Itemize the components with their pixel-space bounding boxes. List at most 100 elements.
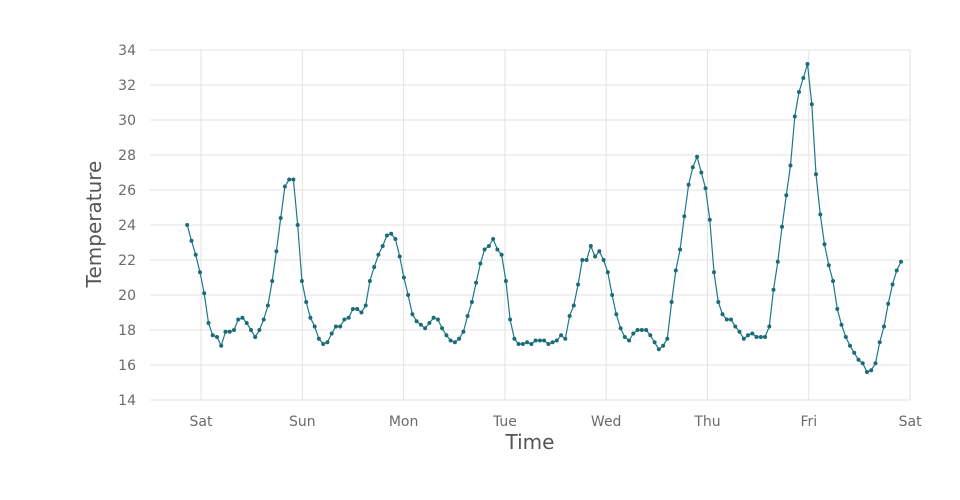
x-tick-label: Sat (190, 414, 213, 430)
data-point (584, 258, 589, 262)
data-point (890, 282, 895, 287)
data-point (206, 321, 211, 325)
data-point (312, 324, 317, 329)
y-tick-label: 22 (118, 253, 136, 269)
data-point (355, 307, 360, 311)
data-point (818, 212, 823, 217)
data-point (350, 307, 355, 311)
data-point (699, 170, 704, 175)
data-point (801, 76, 806, 80)
data-point (265, 303, 270, 308)
data-point (478, 261, 483, 266)
y-tick-label: 24 (118, 218, 136, 234)
data-point (733, 324, 738, 329)
data-point (401, 275, 406, 280)
data-point (499, 252, 504, 257)
data-point (512, 336, 517, 341)
data-point (877, 340, 882, 345)
data-point (223, 329, 228, 334)
data-point (703, 186, 708, 191)
data-point (546, 342, 551, 346)
y-tick-label: 18 (118, 323, 136, 339)
data-point (695, 154, 700, 159)
data-point (440, 326, 445, 331)
data-point (393, 237, 398, 241)
data-point (886, 301, 891, 306)
data-point (554, 338, 559, 343)
data-point (491, 237, 496, 241)
data-point (686, 182, 691, 187)
data-point (601, 258, 606, 262)
gridlines (150, 49, 911, 401)
temperature-line (186, 63, 902, 373)
data-point (529, 342, 534, 346)
series-temperature (185, 62, 903, 374)
y-tick-label: 32 (118, 78, 136, 94)
data-point (724, 317, 729, 322)
data-point (414, 319, 419, 324)
data-point (707, 217, 712, 222)
data-point (376, 252, 381, 257)
data-point (448, 338, 453, 343)
data-point (780, 224, 784, 229)
data-point (682, 214, 687, 219)
data-point (869, 368, 874, 373)
data-point (678, 247, 683, 252)
data-point (571, 303, 576, 308)
data-point (389, 231, 394, 236)
data-point (580, 258, 585, 262)
x-tick-label: Sun (289, 414, 316, 430)
y-tick-label: 30 (118, 113, 136, 129)
data-point (423, 326, 428, 331)
data-point (614, 312, 619, 317)
data-point (763, 335, 767, 339)
data-point (215, 335, 219, 339)
data-point (673, 268, 678, 273)
data-point (321, 342, 326, 346)
y-tick-label: 26 (118, 183, 136, 199)
data-point (244, 321, 249, 325)
data-point (465, 314, 470, 318)
data-point (202, 291, 207, 296)
data-point (240, 315, 245, 320)
data-point (359, 310, 364, 315)
x-axis-title: Time (505, 430, 555, 454)
data-point (618, 326, 623, 331)
data-point (631, 331, 636, 336)
data-point (397, 254, 402, 259)
data-point (253, 335, 258, 339)
data-point (232, 328, 236, 332)
data-point (741, 336, 746, 341)
data-point (236, 317, 241, 322)
data-point (282, 184, 287, 189)
data-point (210, 333, 215, 338)
y-axis-ticks: 14 16 18 20 22 24 26 28 30 32 34 (118, 43, 136, 409)
data-point (852, 350, 857, 355)
x-tick-label: Wed (591, 414, 622, 430)
data-point (550, 340, 555, 345)
data-point (652, 340, 657, 345)
data-point (788, 163, 793, 168)
data-point (767, 324, 772, 329)
data-point (593, 254, 598, 259)
data-point (822, 242, 827, 247)
data-point (333, 324, 338, 329)
data-point (567, 314, 572, 318)
data-point (856, 357, 861, 362)
data-point (563, 336, 568, 341)
data-point (291, 177, 296, 182)
data-point (452, 340, 457, 345)
y-axis-title: Temperature (82, 161, 106, 289)
data-point (474, 280, 479, 285)
data-point (848, 343, 852, 348)
data-point (257, 328, 262, 332)
y-tick-label: 34 (118, 43, 136, 59)
data-point (346, 315, 351, 320)
y-tick-label: 28 (118, 148, 136, 164)
data-point (809, 102, 814, 107)
data-point (610, 293, 615, 297)
data-point (249, 328, 253, 332)
data-point (338, 324, 343, 329)
data-point (372, 265, 377, 269)
